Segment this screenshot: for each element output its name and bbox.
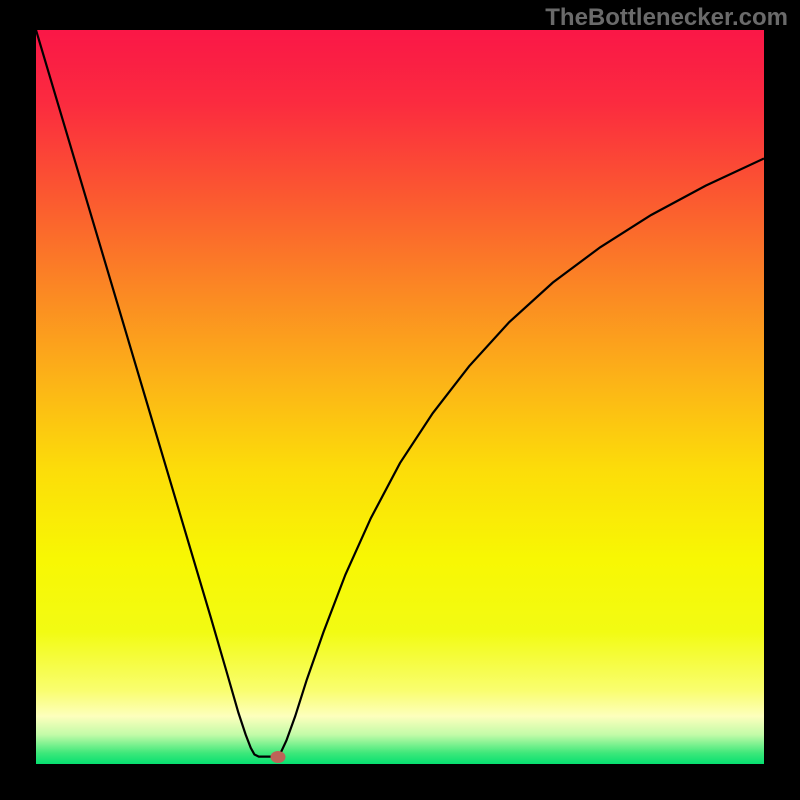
- curve-svg: [36, 30, 764, 764]
- plot-area: [36, 30, 764, 764]
- bottleneck-curve: [36, 30, 764, 757]
- minimum-marker: [271, 751, 286, 763]
- watermark-text: TheBottlenecker.com: [545, 4, 788, 32]
